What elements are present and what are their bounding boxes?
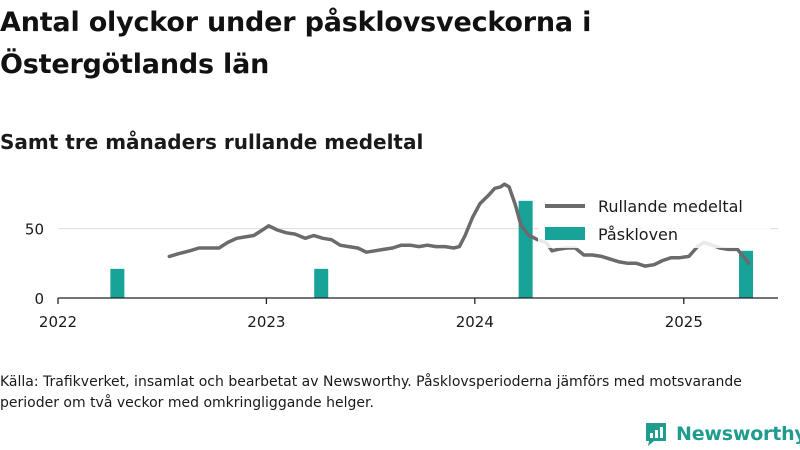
chart: 0 50 2022 2023 2024 2025 Rullande medeltal Påsk…: [25, 182, 778, 331]
legend-swatch-bar: [545, 227, 585, 240]
x-tick-label: 2023: [247, 313, 285, 331]
brand-name: Newsworthy: [676, 423, 800, 445]
x-tick-label: 2025: [665, 313, 703, 331]
source-note: Källa: Trafikverket, insamlat och bearbe…: [0, 374, 742, 411]
x-tick-label: 2024: [456, 313, 494, 331]
y-tick-label: 50: [25, 221, 44, 239]
newsworthy-logo-icon: [646, 423, 666, 446]
x-tick-label: 2022: [39, 313, 77, 331]
chart-subtitle: Samt tre månaders rullande medeltal: [0, 130, 424, 154]
legend-label-rullande-medeltal: Rullande medeltal: [598, 197, 743, 216]
legend-label-paskloven: Påskloven: [598, 225, 678, 244]
y-tick-label: 0: [34, 290, 44, 308]
chart-title: Antal olyckor under påsklovsveckorna i Ö…: [0, 7, 592, 80]
line-rullande-medeltal: [167, 182, 751, 268]
bar-paskloven-1: [314, 268, 329, 298]
bar-paskloven-0: [110, 268, 125, 298]
newsworthy-logo: Newsworthy: [644, 420, 800, 448]
bar-paskloven-2: [518, 200, 533, 298]
